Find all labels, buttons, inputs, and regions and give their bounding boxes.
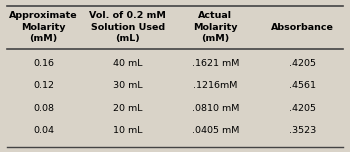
- Text: .4561: .4561: [289, 81, 316, 90]
- Text: 0.12: 0.12: [33, 81, 54, 90]
- Text: 30 mL: 30 mL: [113, 81, 142, 90]
- Text: 0.04: 0.04: [33, 126, 54, 135]
- Text: .4205: .4205: [289, 59, 316, 68]
- Text: Approximate
Molarity
(mM): Approximate Molarity (mM): [9, 11, 78, 43]
- Text: .4205: .4205: [289, 104, 316, 113]
- Text: 40 mL: 40 mL: [113, 59, 142, 68]
- Text: Absorbance: Absorbance: [271, 22, 334, 32]
- Text: 10 mL: 10 mL: [113, 126, 142, 135]
- Text: 0.16: 0.16: [33, 59, 54, 68]
- Text: Actual
Molarity
(mM): Actual Molarity (mM): [193, 11, 238, 43]
- Text: .1621 mM: .1621 mM: [191, 59, 239, 68]
- Text: 0.08: 0.08: [33, 104, 54, 113]
- Text: .0405 mM: .0405 mM: [191, 126, 239, 135]
- Text: .1216mM: .1216mM: [193, 81, 237, 90]
- Text: .0810 mM: .0810 mM: [191, 104, 239, 113]
- Text: .3523: .3523: [289, 126, 316, 135]
- Text: Vol. of 0.2 mM
Solution Used
(mL): Vol. of 0.2 mM Solution Used (mL): [89, 11, 166, 43]
- Text: 20 mL: 20 mL: [113, 104, 142, 113]
